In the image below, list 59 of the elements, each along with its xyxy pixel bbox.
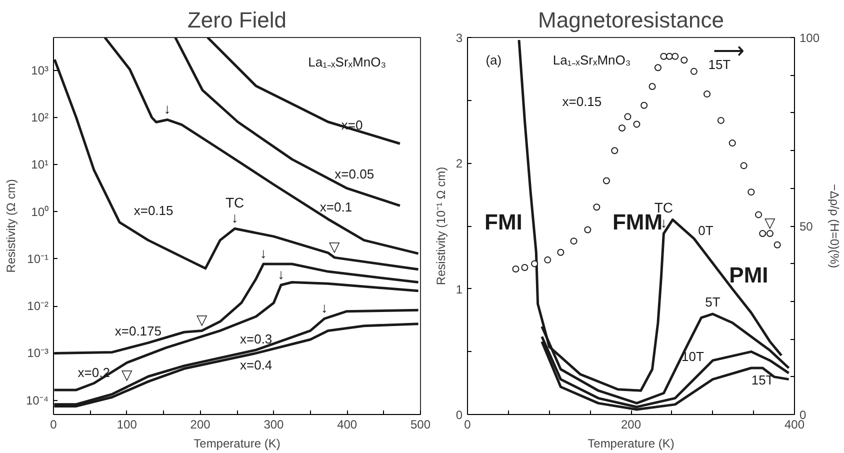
x-tick-label: 300 bbox=[264, 418, 284, 432]
x-tick-label: 0 bbox=[50, 418, 58, 432]
series-label: 0T bbox=[698, 223, 714, 238]
x-tick-label: 400 bbox=[784, 418, 805, 432]
x-axis-title: Temperature (K) bbox=[588, 436, 674, 450]
y-tick-label: 10⁰ bbox=[31, 204, 49, 219]
y-tick-label: 2 bbox=[456, 156, 463, 171]
series-label: x=0.15 bbox=[134, 202, 174, 218]
y-tick-label: 3 bbox=[456, 31, 463, 45]
x-tick-label: 200 bbox=[620, 418, 642, 432]
y2-axis-title: −Δρ/ρ (H=0)(%) bbox=[828, 184, 842, 268]
chart-title: Zero Field bbox=[187, 8, 287, 32]
annotation: ↓ bbox=[164, 100, 171, 117]
annotation: ↓ bbox=[320, 300, 328, 316]
series-label: x=0.05 bbox=[334, 166, 374, 182]
annotation: ▽ bbox=[196, 312, 208, 328]
y-tick-label: 10² bbox=[31, 110, 49, 125]
annotation: PMI bbox=[729, 262, 768, 288]
x-tick-label: 100 bbox=[116, 418, 138, 432]
annotation: (a) bbox=[486, 52, 502, 68]
annotation: TC bbox=[225, 194, 244, 211]
annotation: ↓ bbox=[660, 214, 668, 231]
annotation: ▽ bbox=[121, 366, 132, 383]
annotation: ▽ bbox=[329, 238, 340, 255]
y-axis-title: Resistivity (Ω cm) bbox=[4, 179, 18, 273]
x-tick-label: 0 bbox=[464, 418, 472, 432]
y-axis-title: Resistivity (10⁻¹ Ω cm) bbox=[434, 166, 448, 286]
series-label: x=0.1 bbox=[320, 200, 352, 215]
series-label: x=0.2 bbox=[78, 364, 110, 380]
y-tick-label: 10⁻² bbox=[27, 299, 49, 314]
chart-title: Magnetoresistance bbox=[538, 8, 724, 32]
x-axis-title: Temperature (K) bbox=[194, 436, 280, 450]
y2-tick-label: 50 bbox=[800, 220, 814, 234]
series-label: 10T bbox=[682, 348, 704, 364]
annotation: La₁₋ₓSrₓMnO₃ bbox=[308, 54, 386, 70]
series-label: 15T bbox=[751, 372, 774, 388]
annotation: ↓ bbox=[278, 266, 285, 282]
annotation: FMM bbox=[612, 210, 663, 235]
annotation: ▽ bbox=[764, 214, 776, 231]
y-tick-label: 1 bbox=[456, 282, 463, 296]
annotation: FMI bbox=[484, 210, 522, 235]
y-tick-label: 10⁻⁴ bbox=[26, 393, 49, 408]
y-tick-label: 10⁻³ bbox=[27, 346, 49, 360]
annotation: La₁₋ₓSrₓMnO₃ bbox=[552, 52, 631, 68]
x-tick-label: 500 bbox=[410, 418, 431, 432]
annotation: ↓ bbox=[231, 210, 238, 226]
x-tick-label: 400 bbox=[337, 418, 358, 432]
annotation: ↓ bbox=[260, 245, 267, 262]
y-tick-label: 0 bbox=[456, 408, 463, 422]
series-label: x=0.4 bbox=[240, 358, 272, 373]
series-label: 5T bbox=[705, 294, 720, 310]
series-label: x=0.3 bbox=[240, 331, 272, 346]
x-tick-label: 200 bbox=[190, 418, 211, 432]
y-tick-label: 10³ bbox=[31, 63, 49, 78]
y-tick-label: 10¹ bbox=[31, 158, 49, 172]
y-tick-label: 10⁻¹ bbox=[27, 252, 49, 266]
annotation: x=0.15 bbox=[562, 94, 602, 110]
y2-tick-label: 100 bbox=[800, 31, 820, 45]
series-label: x=0.175 bbox=[114, 323, 162, 338]
